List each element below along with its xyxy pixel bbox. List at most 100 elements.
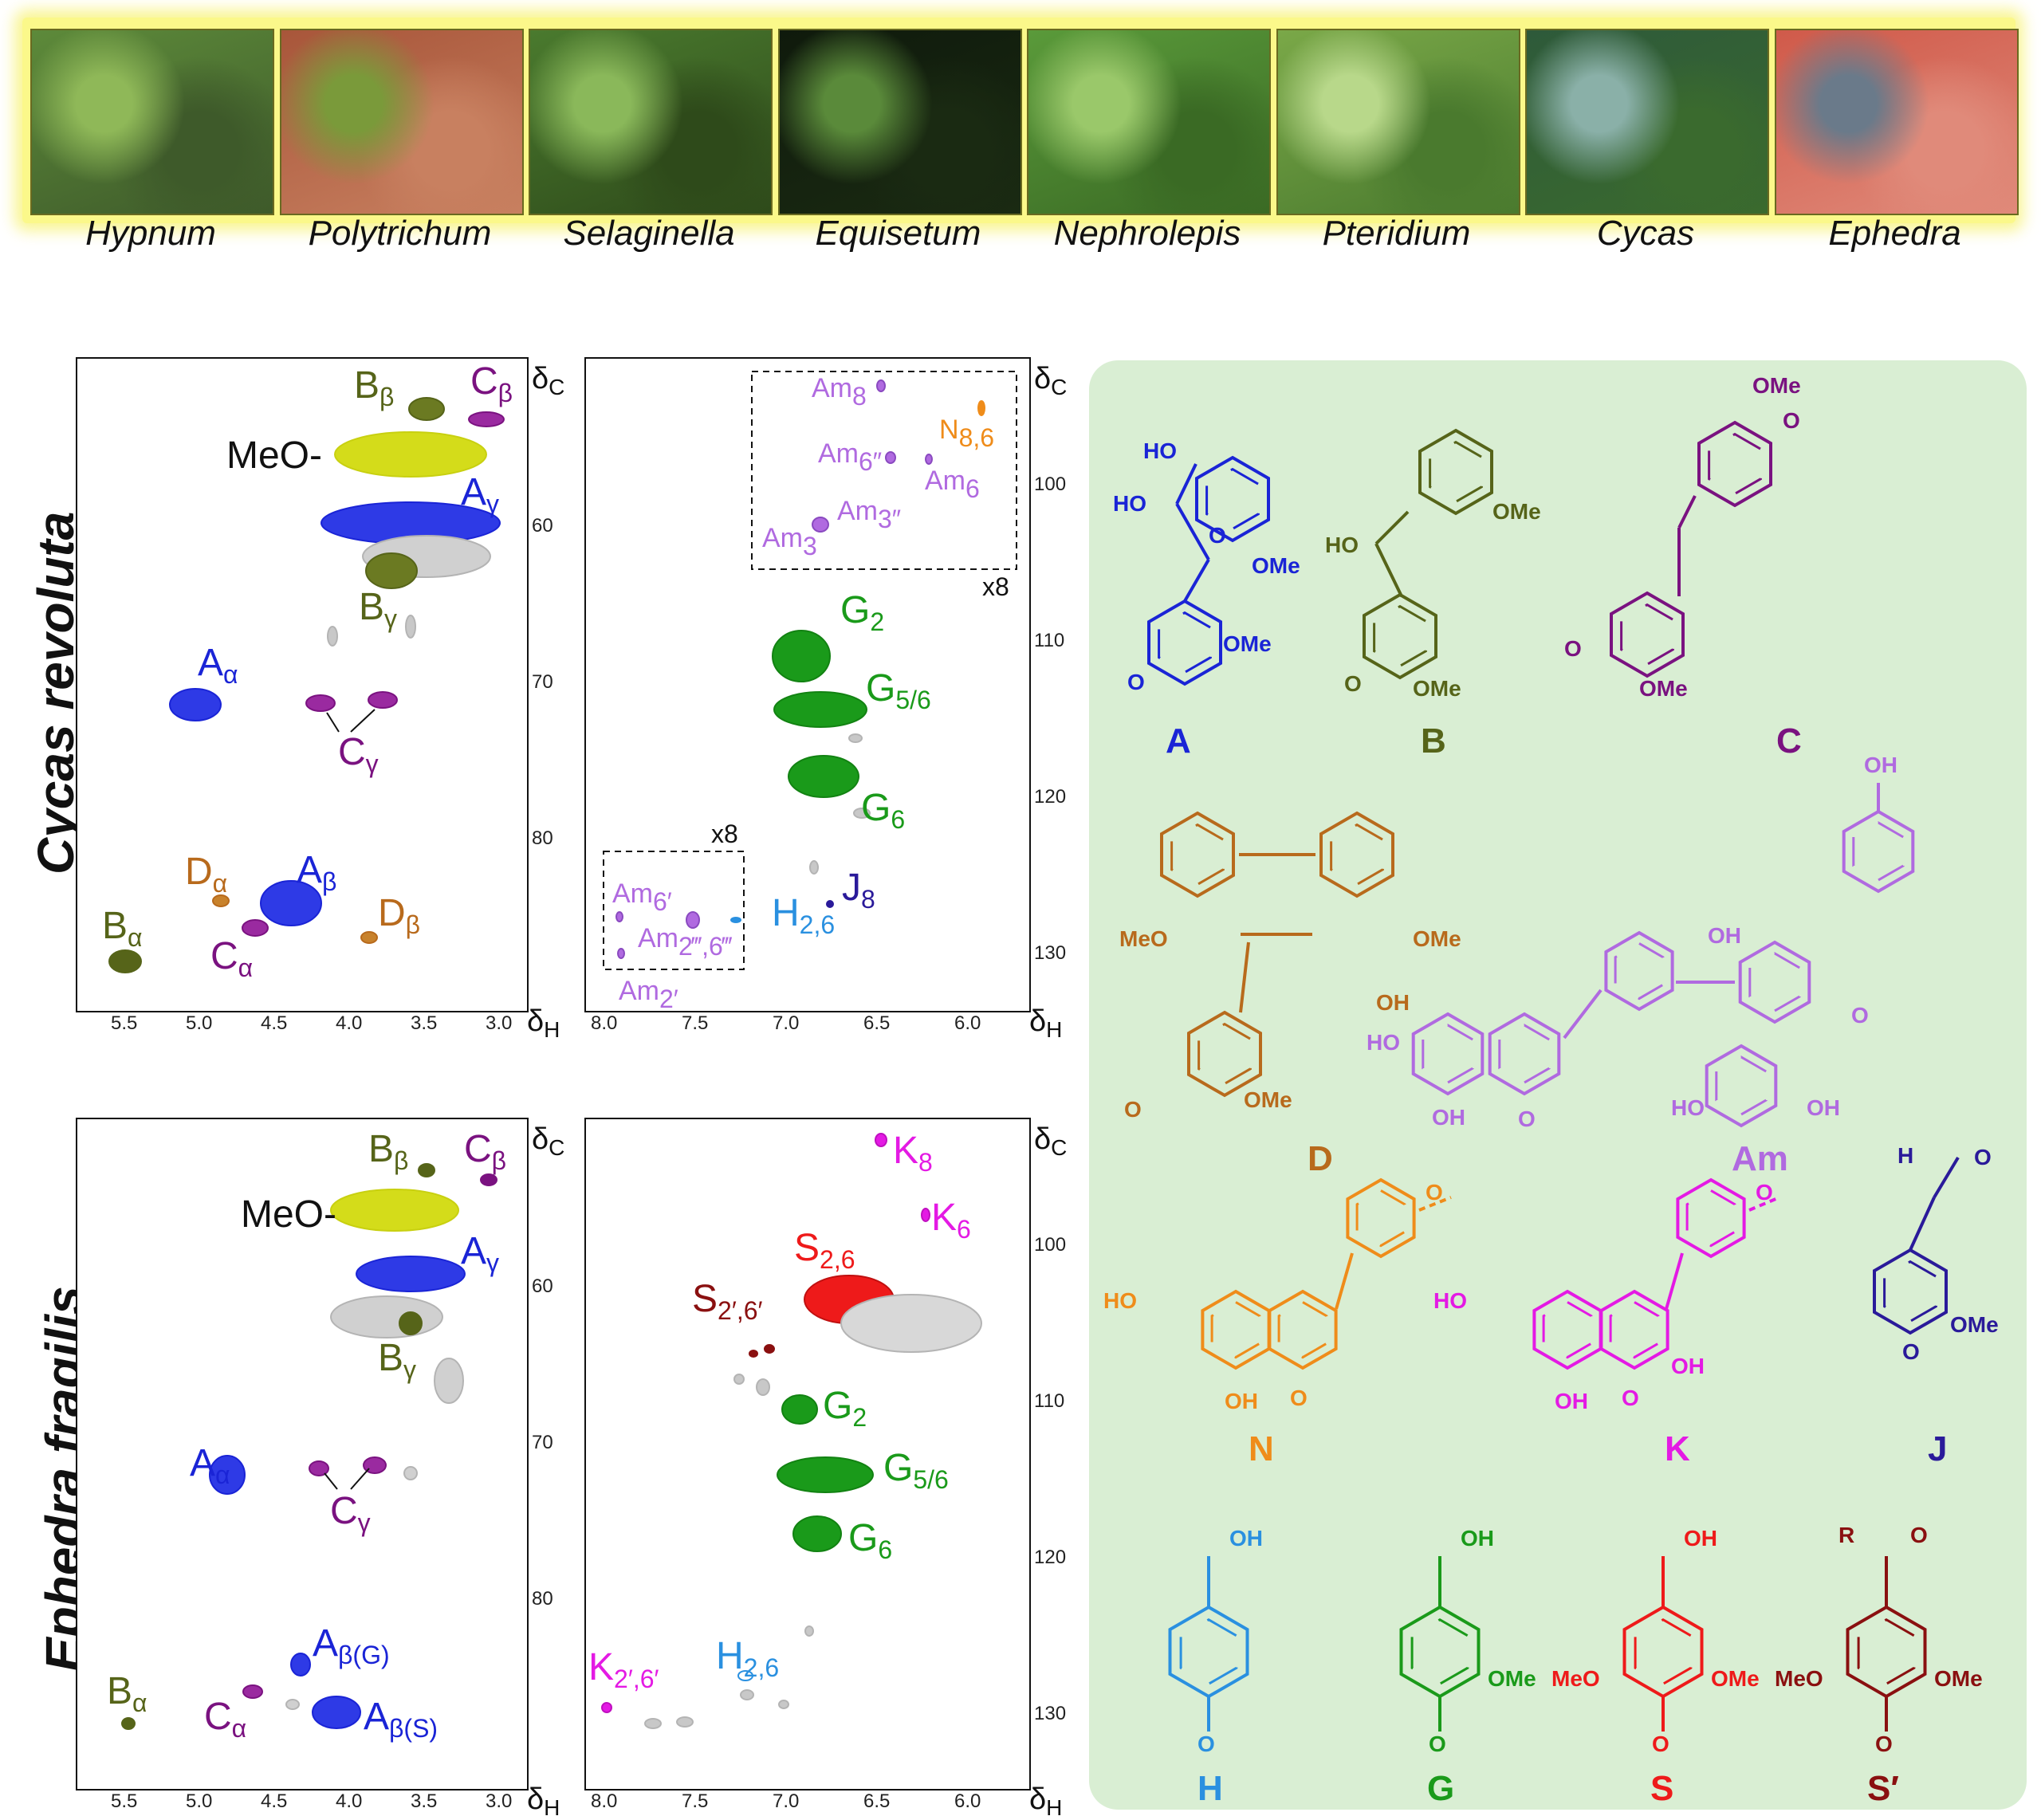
ring-J (1873, 1248, 1948, 1335)
y-tick-p1-1: 70 (532, 671, 553, 693)
D-MeO: MeO (1119, 926, 1168, 951)
peak-gray-8 (434, 1358, 464, 1404)
x-tick-p4-1: 7.5 (682, 1791, 709, 1812)
x-tick-p3-3: 4.0 (336, 1791, 363, 1812)
photo-selaginella (529, 29, 773, 215)
peak-G56 (773, 691, 867, 728)
axis-dC-p2: δC (1034, 362, 1068, 399)
label-Sp26: S2′,6′ (692, 1278, 763, 1325)
ring-C-bottom (1610, 591, 1685, 678)
peak-N86 (977, 400, 985, 416)
B-OMe2: OMe (1413, 676, 1461, 701)
label-B-alpha: Bα (102, 905, 143, 952)
C-OMe1: OMe (1752, 373, 1801, 398)
label-A-gamma: Aγ (461, 471, 500, 518)
x-tick-p4-0: 8.0 (591, 1791, 618, 1812)
Am-OH-top: OH (1864, 753, 1897, 777)
x-tick-p3-1: 5.0 (186, 1791, 213, 1812)
peak-gray-14 (804, 1625, 814, 1637)
A-O: O (1209, 523, 1226, 548)
ring-H (1168, 1605, 1249, 1699)
x-tick-p1-2: 4.5 (261, 1012, 288, 1034)
bond-Am-1 (1563, 989, 1603, 1040)
x-tick-p2-1: 7.5 (682, 1012, 709, 1034)
bond-B-1 (1374, 510, 1410, 545)
peak-C-gamma-3 (309, 1460, 329, 1476)
peak-C-alpha-2 (242, 1684, 263, 1699)
J-OMe: OMe (1950, 1312, 1999, 1337)
y-tick-p3-0: 60 (532, 1276, 553, 1297)
B-O: O (1344, 671, 1362, 696)
axis-dH-p1: δH (527, 1004, 560, 1042)
peak-gray-16 (778, 1700, 789, 1709)
label-S26: S2,6 (794, 1227, 855, 1274)
peak-B-alpha (108, 949, 142, 973)
ring-Am-pyran (1488, 1012, 1561, 1096)
ring-N-C (1268, 1289, 1338, 1370)
y-tick-p4-0: 100 (1034, 1234, 1067, 1256)
peak-MeO-2 (330, 1189, 459, 1232)
peak-G6-2 (792, 1515, 842, 1552)
x-tick-p1-4: 3.5 (411, 1012, 438, 1034)
peak-A-beta-G (290, 1653, 311, 1677)
Am-O-4pp: O (1851, 1003, 1869, 1028)
peak-gray-17 (644, 1718, 662, 1729)
bond-N-2 (1418, 1196, 1452, 1212)
peak-gray-9 (403, 1466, 418, 1480)
label-A-alpha: Aα (198, 642, 238, 689)
genus-label-pteridium: Pteridium (1322, 214, 1471, 253)
x-tick-p3-2: 4.5 (261, 1791, 288, 1812)
ring-B-top (1418, 428, 1493, 516)
lignin-structures (1147, 420, 1960, 1732)
genus-label-hypnum: Hypnum (85, 214, 216, 253)
ring-S (1622, 1605, 1704, 1699)
K-O: O (1622, 1386, 1639, 1410)
peak-Am6 (925, 454, 933, 465)
G-letter: G (1427, 1769, 1455, 1808)
B-HO: HO (1325, 533, 1359, 557)
inset-box-bottom (603, 851, 745, 970)
peak-A-beta-S (312, 1696, 361, 1729)
label-B-beta: Bβ (354, 364, 395, 411)
peak-Sp26-2 (749, 1350, 758, 1358)
ring-G (1399, 1605, 1481, 1699)
H-O: O (1197, 1732, 1215, 1756)
D-O: O (1124, 1097, 1142, 1122)
ring-Am-right (1738, 940, 1811, 1024)
peak-gray-18 (676, 1716, 694, 1728)
peak-gray-2 (327, 626, 338, 647)
y-tick-p1-0: 60 (532, 515, 553, 537)
bond-C-1 (1677, 495, 1697, 529)
A-letter: A (1166, 721, 1191, 761)
peak-G2-2 (781, 1394, 818, 1425)
x-tick-p3-4: 3.5 (411, 1791, 438, 1812)
x-tick-p3-0: 5.5 (111, 1791, 138, 1812)
y-tick-p4-2: 120 (1034, 1547, 1067, 1568)
peak-gray-3 (405, 615, 416, 639)
C-letter: C (1776, 721, 1802, 761)
peak-A-alpha-2 (209, 1455, 246, 1495)
label-Am6pp: Am6″ (818, 438, 883, 476)
y-tick-p2-0: 100 (1034, 474, 1067, 495)
peak-gray-15 (740, 1689, 754, 1700)
A-OMe1: OMe (1252, 553, 1300, 578)
ring-Am-rbot (1705, 1044, 1778, 1128)
label-A-gamma-2: Aγ (461, 1230, 500, 1277)
bond-K-1 (1665, 1252, 1684, 1310)
peak-A-gamma-2 (356, 1256, 466, 1292)
N-OH: OH (1225, 1389, 1258, 1413)
G-OH: OH (1461, 1526, 1494, 1551)
H-letter: H (1197, 1769, 1223, 1808)
peak-K26 (601, 1702, 612, 1713)
A-O2: O (1127, 670, 1145, 694)
label-D-beta: Dβ (378, 892, 421, 939)
label-C-beta: Cβ (470, 360, 513, 407)
Sp-OMe: OMe (1934, 1666, 1983, 1691)
label-D-alpha: Dα (185, 851, 228, 898)
label-A-alpha-2: Aα (190, 1442, 230, 1489)
ring-Am-left (1411, 1012, 1485, 1096)
ring-A-bottom (1147, 599, 1222, 686)
A-HO1: HO (1143, 438, 1177, 463)
label-C-gamma: Cγ (338, 731, 379, 778)
ring-N-A (1201, 1289, 1271, 1370)
